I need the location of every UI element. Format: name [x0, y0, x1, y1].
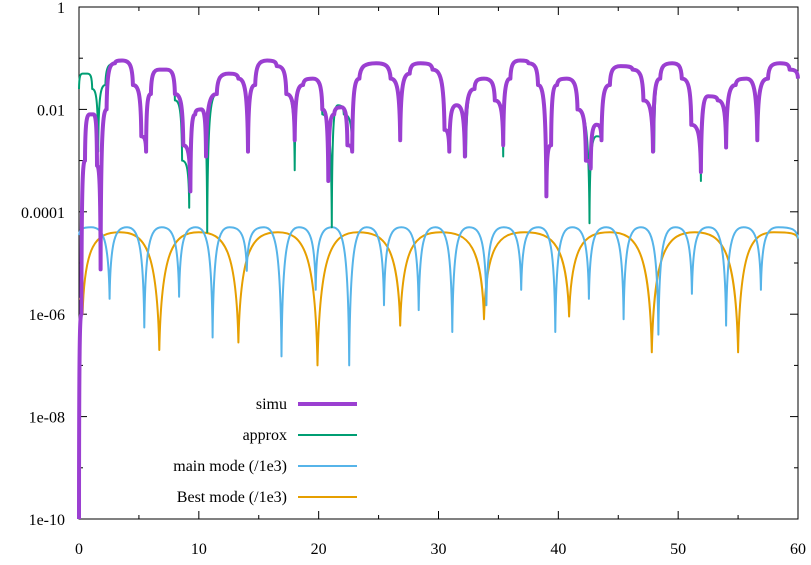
legend-label: main mode (/1e3): [173, 458, 287, 475]
y-tick-label: 1: [57, 0, 65, 17]
plot-area: [77, 58, 800, 520]
x-tick-label: 50: [670, 541, 686, 558]
legend-label: simu: [256, 396, 287, 413]
x-tick-label: 0: [75, 541, 83, 558]
x-tick-label: 40: [550, 541, 566, 558]
x-tick-label: 60: [790, 541, 806, 558]
y-tick-label: 1e-10: [29, 512, 65, 529]
x-tick-label: 10: [191, 541, 207, 558]
series-line-best-mode-1e3: [78, 231, 799, 367]
series-line-simu: [77, 58, 800, 520]
y-tick-label: 1e-08: [29, 410, 65, 427]
x-tick-label: 20: [311, 541, 327, 558]
legend-label: Best mode (/1e3): [177, 489, 287, 506]
x-axis: 0 10 20 30 40 50 60: [75, 7, 806, 558]
y-axis: 1e-10 1e-08 1e-06 0.0001 0.01 1: [21, 0, 798, 529]
y-tick-label: 1e-06: [29, 307, 65, 324]
series-line-main-mode-1e3: [78, 226, 799, 367]
y-tick-label: 0.0001: [21, 205, 65, 222]
legend: simu approx main mode (/1e3) Best mode (/1e…: [173, 396, 357, 506]
x-tick-label: 30: [431, 541, 447, 558]
y-tick-label: 0.01: [37, 102, 65, 119]
legend-label: approx: [243, 427, 287, 444]
